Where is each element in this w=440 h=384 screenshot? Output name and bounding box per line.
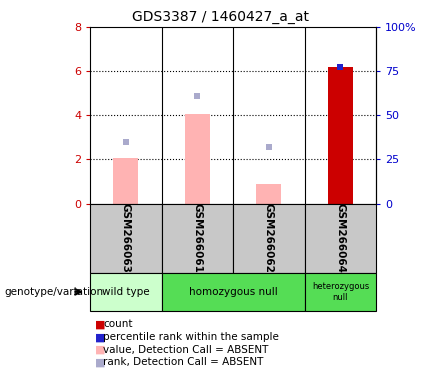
Text: heterozygous
null: heterozygous null: [312, 282, 369, 301]
Bar: [257, 184, 282, 204]
Text: rank, Detection Call = ABSENT: rank, Detection Call = ABSENT: [103, 358, 264, 367]
Bar: [305, 273, 376, 311]
Text: GSM266063: GSM266063: [121, 203, 131, 273]
Text: GSM266061: GSM266061: [192, 203, 202, 273]
Text: homozygous null: homozygous null: [189, 287, 278, 297]
Bar: [185, 114, 210, 204]
Bar: [162, 204, 233, 273]
Text: percentile rank within the sample: percentile rank within the sample: [103, 332, 279, 342]
Bar: [114, 158, 139, 204]
Text: genotype/variation: genotype/variation: [4, 287, 103, 297]
Text: value, Detection Call = ABSENT: value, Detection Call = ABSENT: [103, 345, 269, 355]
Text: GSM266064: GSM266064: [335, 203, 345, 273]
Text: GDS3387 / 1460427_a_at: GDS3387 / 1460427_a_at: [132, 10, 308, 24]
Text: ■: ■: [95, 358, 105, 367]
Text: ■: ■: [95, 332, 105, 342]
Bar: [305, 204, 376, 273]
Text: GSM266062: GSM266062: [264, 203, 274, 273]
Bar: [233, 204, 305, 273]
Text: ■: ■: [95, 319, 105, 329]
Text: count: count: [103, 319, 133, 329]
Bar: [90, 204, 162, 273]
Text: wild type: wild type: [102, 287, 150, 297]
Bar: [90, 273, 162, 311]
Text: ■: ■: [95, 345, 105, 355]
Bar: [328, 67, 353, 204]
Bar: [162, 273, 305, 311]
